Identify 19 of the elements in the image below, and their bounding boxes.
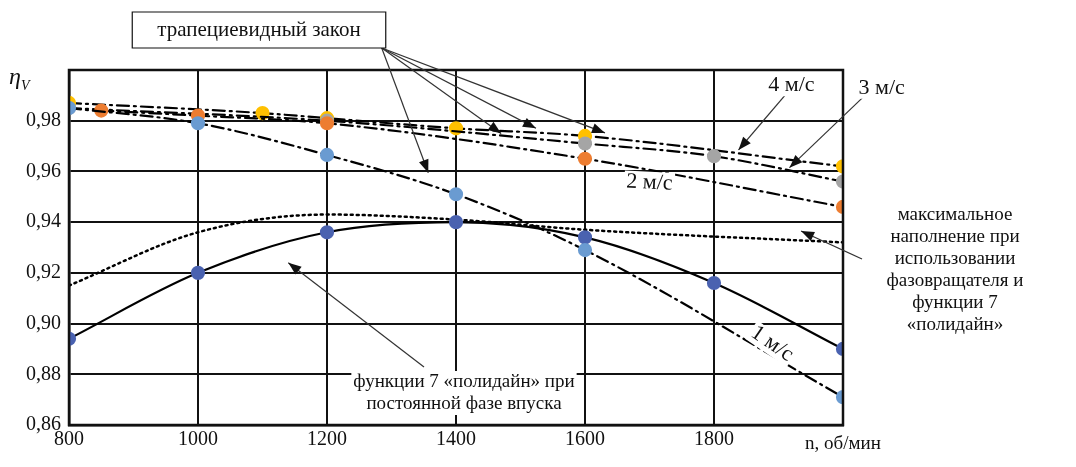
series-label: 2 м/с [625, 167, 674, 195]
text: 1 м/с [746, 319, 800, 366]
y-tick-label: 0,96 [26, 158, 61, 181]
x-tick-label: 1400 [436, 427, 476, 450]
text: 4 м/с [768, 71, 815, 96]
y-tick-label: 0,90 [26, 310, 61, 333]
x-tick-label: 1000 [178, 427, 218, 450]
annotation: функции 7 «полидайн» при постоянной фазе впуска [353, 369, 575, 413]
x-tick-label: 1800 [694, 427, 734, 450]
text: 3 м/с [858, 73, 906, 99]
y-tick-label: 0,94 [26, 209, 61, 232]
y-tick-label: 0,98 [26, 107, 61, 130]
annotation: трапециевидный закон [157, 16, 361, 41]
x-tick-label: 1600 [565, 427, 605, 450]
y-tick-label: 0,88 [26, 361, 61, 384]
text: максимальное наполнение при использовании фазовращателя и функции 7 «полидайн» [886, 202, 1024, 334]
y-tick-label: 0,92 [26, 260, 61, 283]
x-axis-title: n, об/мин [805, 432, 881, 454]
x-tick-label: 1200 [307, 427, 347, 450]
